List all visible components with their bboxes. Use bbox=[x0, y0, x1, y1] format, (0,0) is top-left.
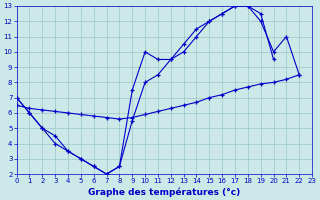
X-axis label: Graphe des températures (°c): Graphe des températures (°c) bbox=[88, 187, 241, 197]
